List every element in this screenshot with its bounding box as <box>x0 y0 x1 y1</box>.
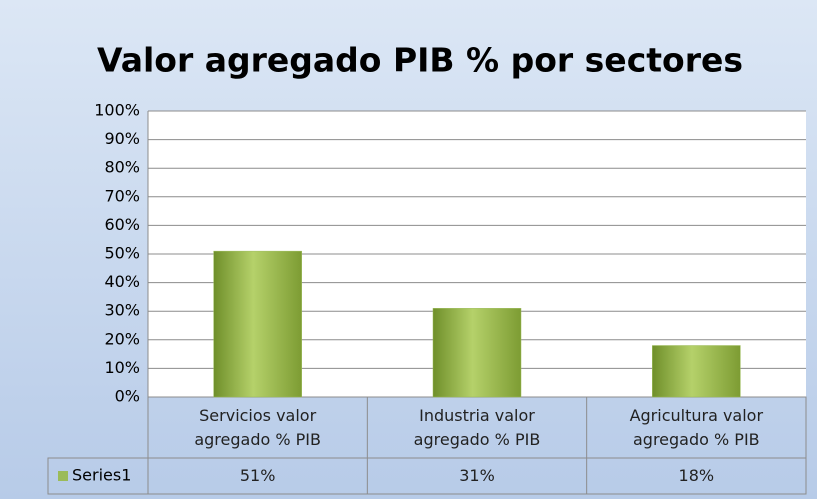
y-tick-label: 80% <box>104 158 140 177</box>
y-tick-label: 90% <box>104 129 140 148</box>
y-tick-label: 60% <box>104 215 140 234</box>
chart-title: Valor agregado PIB % por sectores <box>97 41 743 80</box>
y-tick-label: 0% <box>115 387 140 406</box>
y-tick-label: 40% <box>104 272 140 291</box>
data-table-value-text: 31% <box>459 466 495 485</box>
bar <box>213 250 302 398</box>
x-tick-label: Industria valor agregado % PIB <box>367 397 586 458</box>
y-tick-label: 100% <box>94 101 140 120</box>
data-table-value-text: 18% <box>678 466 715 485</box>
y-tick-label: 20% <box>104 329 140 348</box>
x-tick-label-text: Agricultura valor agregado % PIB <box>629 405 764 449</box>
y-tick-label: 50% <box>104 244 140 263</box>
x-tick-label-text: Servicios valor agregado % PIB <box>194 405 321 449</box>
data-table-value: 31% <box>367 458 586 494</box>
data-table-value: 18% <box>587 458 806 494</box>
x-tick-label-text: Industria valor agregado % PIB <box>413 405 541 449</box>
series-cell <box>47 457 149 495</box>
legend-key <box>58 471 68 481</box>
data-table-value: 51% <box>148 458 367 494</box>
y-tick-label: 30% <box>104 301 140 320</box>
x-tick-label: Agricultura valor agregado % PIB <box>587 397 806 458</box>
bar <box>652 345 741 398</box>
bar <box>432 308 522 398</box>
legend-label: Series1 <box>72 466 131 485</box>
x-tick-label: Servicios valor agregado % PIB <box>148 397 367 458</box>
data-table-value-text: 51% <box>239 466 276 485</box>
y-tick-label: 70% <box>104 186 140 205</box>
y-tick-label: 10% <box>104 358 140 377</box>
